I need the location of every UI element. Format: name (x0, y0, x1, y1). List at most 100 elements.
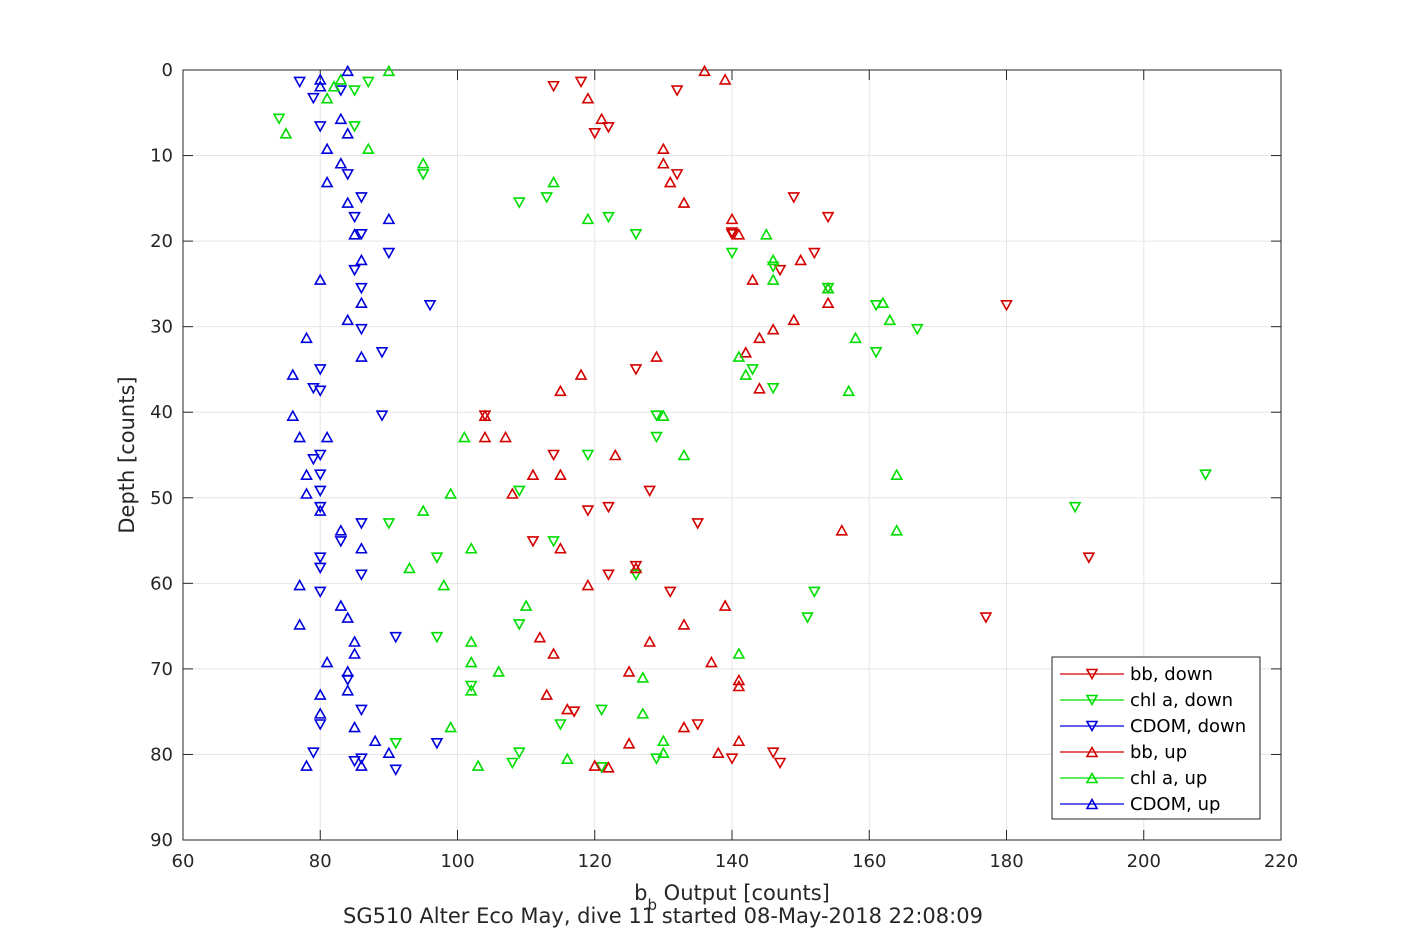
data-point (341, 196, 355, 208)
data-point (554, 468, 567, 480)
data-point (554, 542, 567, 554)
data-point (348, 264, 361, 277)
data-point (389, 738, 403, 750)
data-point (650, 410, 663, 422)
data-point (677, 448, 691, 461)
data-point (300, 468, 313, 480)
data-point (300, 759, 313, 771)
data-point (677, 196, 691, 208)
data-point (320, 430, 334, 443)
data-point (766, 261, 780, 273)
data-point (876, 296, 890, 309)
data-point (766, 747, 780, 759)
legend-label: bb, up (1130, 742, 1187, 763)
data-point (355, 518, 368, 530)
data-point (327, 80, 341, 92)
y-tick-label: 60 (150, 573, 173, 594)
x-tick-label: 60 (172, 851, 195, 872)
data-point (430, 552, 444, 564)
data-point (588, 128, 602, 140)
data-point (355, 192, 368, 204)
y-tick-label: 90 (150, 830, 173, 851)
data-point (849, 331, 862, 344)
data-point (382, 746, 396, 759)
data-point (602, 761, 615, 773)
data-point (341, 665, 355, 677)
data-point (348, 635, 361, 647)
data-point (361, 76, 375, 89)
data-point (643, 485, 657, 498)
data-point (313, 469, 327, 481)
x-tick-label: 120 (578, 851, 612, 872)
data-point (444, 487, 457, 499)
data-point (492, 665, 506, 677)
data-point (341, 611, 355, 623)
data-point (554, 384, 567, 397)
data-point (293, 578, 307, 591)
data-point (464, 635, 478, 647)
data-point (423, 299, 437, 312)
legend-label: chl a, down (1130, 690, 1233, 711)
data-point (313, 586, 327, 599)
data-point (890, 468, 904, 480)
data-point (320, 175, 334, 188)
data-point (464, 680, 478, 693)
data-point (766, 253, 780, 266)
data-point (725, 227, 739, 239)
data-point (636, 671, 650, 683)
data-point (753, 331, 766, 344)
legend-label: bb, down (1130, 664, 1213, 685)
data-point (293, 76, 307, 89)
data-point (883, 313, 897, 326)
data-point (1199, 469, 1212, 481)
data-point (773, 264, 787, 277)
data-point (334, 536, 348, 548)
data-point (341, 64, 355, 77)
data-point (313, 385, 327, 397)
data-point (313, 719, 327, 731)
data-point (355, 704, 368, 717)
x-tick-label: 80 (309, 851, 332, 872)
data-point (512, 747, 526, 759)
data-point (375, 410, 389, 422)
data-point (842, 384, 856, 397)
data-point (506, 757, 519, 770)
data-point (807, 247, 821, 260)
legend-marker (1085, 694, 1099, 707)
data-point (622, 665, 636, 677)
data-point (636, 707, 650, 719)
data-point (382, 64, 396, 77)
data-point (732, 647, 746, 659)
data-point (835, 524, 849, 536)
data-point (629, 228, 643, 241)
y-tick-label: 50 (150, 488, 173, 509)
data-point (705, 655, 718, 668)
data-point (732, 734, 746, 747)
data-point (464, 542, 478, 554)
data-point (416, 169, 430, 181)
data-point (286, 409, 300, 421)
data-points (272, 64, 1212, 776)
data-point (540, 688, 554, 700)
data-point (334, 112, 348, 125)
data-point (629, 560, 643, 573)
data-point (581, 505, 595, 517)
legend-marker (1085, 745, 1099, 758)
data-point (629, 561, 643, 574)
data-point (718, 73, 732, 85)
data-point (787, 313, 801, 326)
data-point (444, 720, 457, 733)
x-tick-label: 100 (440, 851, 474, 872)
data-point (512, 619, 526, 631)
data-point (348, 228, 361, 240)
data-point (355, 759, 368, 771)
y-tick-label: 10 (150, 146, 173, 167)
data-point (643, 635, 657, 647)
data-point (677, 618, 691, 630)
data-point (560, 702, 574, 715)
data-point (547, 449, 560, 462)
data-point (574, 368, 588, 380)
data-point (657, 734, 670, 747)
data-point (464, 655, 478, 668)
